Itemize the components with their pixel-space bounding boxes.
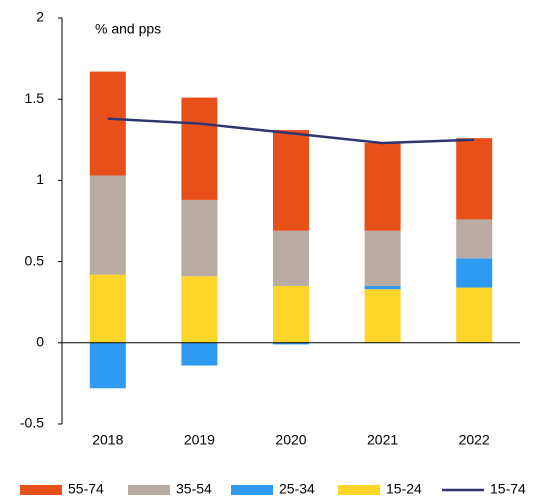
y-tick-label: 1.5	[25, 90, 45, 106]
bar	[181, 199, 218, 277]
bar	[89, 342, 126, 389]
bar	[456, 138, 493, 220]
legend-swatch	[338, 485, 380, 495]
bar	[364, 285, 401, 290]
x-tick-label: 2019	[184, 432, 215, 448]
bar	[364, 230, 401, 286]
bar	[181, 97, 218, 200]
bar	[181, 276, 218, 343]
x-tick-label: 2020	[275, 432, 306, 448]
bar	[273, 230, 309, 286]
bar	[364, 143, 401, 231]
bar	[364, 289, 401, 343]
bar	[456, 219, 493, 259]
legend-label: 55-74	[68, 481, 104, 497]
bar	[89, 175, 126, 275]
y-tick-label: 1	[36, 171, 44, 187]
bar	[273, 342, 309, 345]
annotation: % and pps	[95, 21, 161, 37]
x-tick-label: 2021	[367, 432, 398, 448]
legend-label: 15-24	[386, 481, 422, 497]
bar	[456, 258, 493, 288]
legend-label: 25-34	[279, 481, 315, 497]
bar	[89, 71, 126, 176]
bar	[273, 285, 309, 343]
y-tick-label: 0	[36, 334, 44, 350]
legend-label: 35-54	[176, 481, 212, 497]
bar	[273, 130, 309, 231]
bar	[89, 274, 126, 343]
legend-swatch	[128, 485, 170, 495]
bar	[456, 287, 493, 343]
y-tick-label: 0.5	[25, 252, 45, 268]
x-tick-label: 2022	[459, 432, 490, 448]
legend-swatch	[20, 485, 62, 495]
y-tick-label: 2	[36, 9, 44, 25]
x-tick-label: 2018	[92, 432, 123, 448]
y-tick-label: -0.5	[20, 415, 44, 431]
legend-swatch	[231, 485, 273, 495]
legend-label: 15-74	[490, 481, 526, 497]
line	[107, 117, 475, 145]
bar	[181, 342, 218, 366]
